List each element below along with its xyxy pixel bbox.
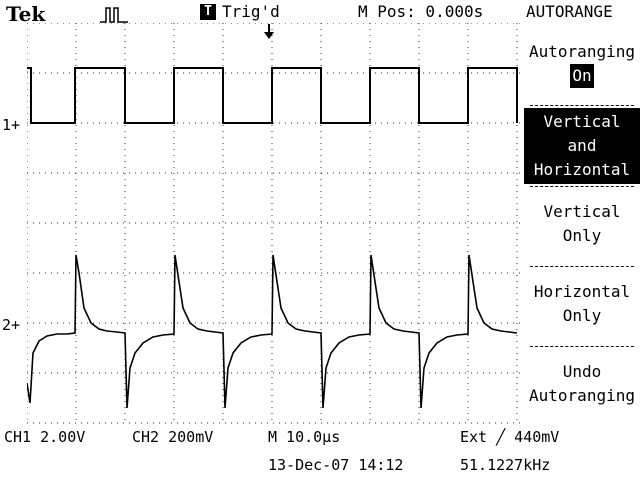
horizontal-only-line2: Only	[562, 306, 602, 325]
ch1-scale: CH1 2.00V	[4, 428, 86, 446]
autorange-menu: Autoranging On Vertical and Horizontal V…	[524, 22, 640, 424]
horizontal-only-option[interactable]: Horizontal Only	[524, 280, 640, 328]
undo-line1: Undo	[562, 362, 602, 381]
horizontal-position: M Pos: 0.000s	[358, 2, 484, 21]
ch1-ground-marker: 1+	[2, 116, 21, 134]
autoranging-label: Autoranging	[529, 42, 635, 61]
vh-line2: and	[567, 136, 597, 155]
menu-divider	[530, 346, 634, 347]
vh-line3: Horizontal	[533, 160, 631, 179]
frequency-readout: 51.1227kHz	[460, 456, 551, 474]
vertical-and-horizontal-option[interactable]: Vertical and Horizontal	[524, 108, 640, 184]
trigger-t-icon: T	[200, 3, 216, 20]
undo-line2: Autoranging	[529, 386, 635, 405]
menu-divider	[530, 186, 634, 187]
timebase: M 10.0µs	[268, 428, 341, 446]
menu-divider	[530, 105, 634, 106]
ch1-trace	[27, 67, 518, 124]
trigger-source-level: Ext ╱ 440mV	[460, 428, 560, 446]
autoranging-value: On	[570, 64, 594, 88]
undo-autoranging-option[interactable]: Undo Autoranging	[524, 360, 640, 408]
trigger-status: T Trig'd	[200, 2, 280, 21]
ch2-scale: CH2 200mV	[132, 428, 214, 446]
horizontal-only-line1: Horizontal	[533, 282, 631, 301]
ch2-ground-marker: 2+	[2, 316, 21, 334]
trigger-status-text: Trig'd	[222, 2, 280, 21]
autoranging-option[interactable]: Autoranging On	[524, 40, 640, 88]
menu-title: AUTORANGE	[526, 2, 613, 21]
vertical-only-line2: Only	[562, 226, 602, 245]
waveform-display	[27, 23, 520, 425]
vertical-only-option[interactable]: Vertical Only	[524, 200, 640, 248]
datetime: 13-Dec-07 14:12	[268, 456, 404, 474]
menu-divider	[530, 266, 634, 267]
brand-logo: Tek	[6, 2, 46, 26]
ch2-trace	[27, 254, 518, 409]
trigger-position-marker-icon	[264, 24, 274, 39]
pulse-trigger-icon	[100, 7, 128, 23]
vh-line1: Vertical	[543, 112, 621, 131]
graticule-grid	[27, 23, 520, 425]
vertical-only-line1: Vertical	[543, 202, 621, 221]
